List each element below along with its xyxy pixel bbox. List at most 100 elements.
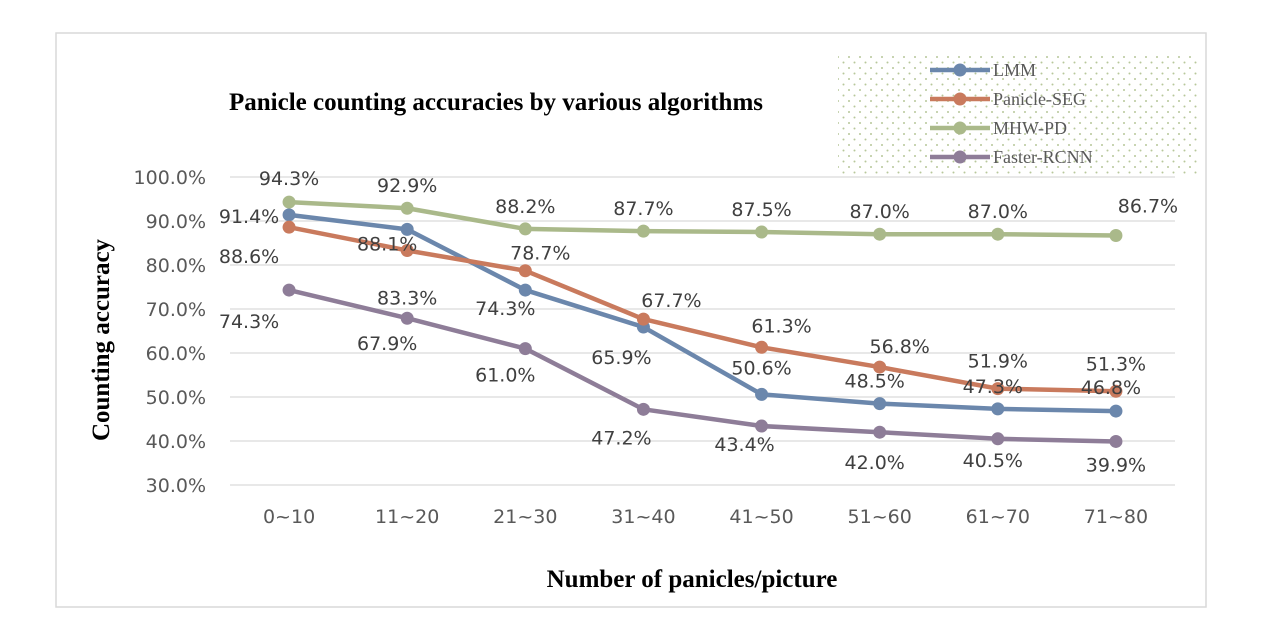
x-tick-label: 51~60 <box>848 506 912 528</box>
data-point-faster-rcnn <box>518 342 532 356</box>
x-tick-label: 0~10 <box>263 506 315 528</box>
data-point-panicle-seg <box>636 312 650 326</box>
data-label: 47.3% <box>963 376 1023 398</box>
data-label: 61.3% <box>751 315 811 337</box>
y-tick-label: 40.0% <box>146 431 206 453</box>
data-point-panicle-seg <box>518 264 532 278</box>
y-axis-title: Counting accuracy <box>88 238 115 441</box>
data-label: 42.0% <box>845 452 905 474</box>
legend-label: MHW-PD <box>993 118 1067 138</box>
data-label: 51.3% <box>1086 353 1146 375</box>
legend: LMM Panicle-SEG MHW-PD Faster-RCNN <box>838 54 1200 175</box>
legend-background <box>838 54 1200 175</box>
data-point-faster-rcnn <box>755 419 769 433</box>
y-tick-label: 50.0% <box>146 387 206 409</box>
x-tick-label: 61~70 <box>966 506 1030 528</box>
data-point-lmm <box>991 402 1005 416</box>
data-point-panicle-seg <box>1109 384 1123 398</box>
data-point-lmm <box>400 222 414 236</box>
series-lines <box>282 195 1123 448</box>
data-point-faster-rcnn <box>282 283 296 297</box>
data-label: 87.7% <box>613 198 673 220</box>
data-point-lmm <box>282 208 296 222</box>
data-label: 39.9% <box>1086 454 1146 476</box>
x-axis-title: Number of panicles/picture <box>547 566 838 593</box>
legend-marker <box>953 121 967 135</box>
x-tick-label: 71~80 <box>1084 506 1148 528</box>
data-point-mhw-pd <box>1109 229 1123 243</box>
data-point-lmm <box>518 283 532 297</box>
y-tick-label: 70.0% <box>146 299 206 321</box>
data-label: 88.6% <box>219 246 279 268</box>
x-tick-label: 11~20 <box>375 506 439 528</box>
y-tick-labels: 30.0% 40.0% 50.0% 60.0% 70.0% 80.0% 90.0% 100.0… <box>134 167 206 497</box>
data-label: 88.1% <box>357 233 417 255</box>
data-label: 48.5% <box>845 371 905 393</box>
data-point-mhw-pd <box>873 227 887 241</box>
data-point-faster-rcnn <box>400 311 414 325</box>
data-label: 65.9% <box>591 347 651 369</box>
y-tick-label: 90.0% <box>146 211 206 233</box>
data-point-panicle-seg <box>755 340 769 354</box>
legend-marker <box>953 92 967 106</box>
x-tick-label: 31~40 <box>611 506 675 528</box>
data-label: 87.0% <box>968 201 1028 223</box>
y-tick-label: 30.0% <box>146 475 206 497</box>
data-label: 83.3% <box>377 287 437 309</box>
data-label: 43.4% <box>714 434 774 456</box>
data-point-faster-rcnn <box>636 402 650 416</box>
data-point-panicle-seg <box>400 243 414 257</box>
series-line-lmm <box>288 212 1116 414</box>
data-label: 46.8% <box>1081 377 1141 399</box>
data-label: 92.9% <box>377 175 437 197</box>
data-point-faster-rcnn <box>1109 434 1123 448</box>
data-label: 40.5% <box>963 450 1023 472</box>
data-label: 51.9% <box>968 351 1028 373</box>
legend-label: Faster-RCNN <box>993 147 1093 167</box>
legend-label: LMM <box>993 60 1036 80</box>
legend-marker <box>953 63 967 77</box>
data-labels: 91.4% 88.1% 74.3% 65.9% 50.6% 48.5% 47.3% 46.8%… <box>219 168 1178 476</box>
data-label: 74.3% <box>219 311 279 333</box>
data-point-panicle-seg <box>873 360 887 374</box>
x-tick-label: 21~30 <box>493 506 557 528</box>
series-line-faster-rcnn <box>288 287 1116 444</box>
data-point-faster-rcnn <box>991 432 1005 446</box>
data-point-mhw-pd <box>518 222 532 236</box>
data-point-lmm <box>873 397 887 411</box>
data-label: 47.2% <box>591 427 651 449</box>
data-label: 56.8% <box>870 336 930 358</box>
data-label: 67.9% <box>357 333 417 355</box>
y-tick-label: 60.0% <box>146 343 206 365</box>
data-label: 87.0% <box>850 201 910 223</box>
x-tick-label: 41~50 <box>729 506 793 528</box>
data-label: 78.7% <box>510 243 570 265</box>
data-point-mhw-pd <box>991 227 1005 241</box>
data-label: 86.7% <box>1118 196 1178 218</box>
legend-marker <box>953 150 967 164</box>
data-label: 91.4% <box>219 206 279 228</box>
data-point-mhw-pd <box>400 201 414 215</box>
data-point-mhw-pd <box>755 225 769 239</box>
chart-title: Panicle counting accuracies by various a… <box>229 89 763 116</box>
data-label: 74.3% <box>475 298 535 320</box>
data-label: 50.6% <box>731 357 791 379</box>
series-line-mhw-pd <box>288 199 1116 238</box>
y-tick-label: 80.0% <box>146 255 206 277</box>
data-point-faster-rcnn <box>873 425 887 439</box>
data-point-lmm <box>1109 404 1123 418</box>
data-label: 88.2% <box>495 196 555 218</box>
data-point-mhw-pd <box>636 224 650 238</box>
data-point-mhw-pd <box>282 195 296 209</box>
data-point-panicle-seg <box>991 382 1005 396</box>
x-tick-labels: 0~10 11~20 21~30 31~40 41~50 51~60 61~70 71~80 <box>263 506 1148 528</box>
data-label: 61.0% <box>475 365 535 387</box>
data-point-lmm <box>755 387 769 401</box>
legend-label: Panicle-SEG <box>993 89 1086 109</box>
data-point-panicle-seg <box>282 220 296 234</box>
series-line-panicle-seg <box>288 224 1116 394</box>
data-label: 94.3% <box>259 168 319 190</box>
data-label: 87.5% <box>731 199 791 221</box>
y-tick-label: 100.0% <box>134 167 206 189</box>
